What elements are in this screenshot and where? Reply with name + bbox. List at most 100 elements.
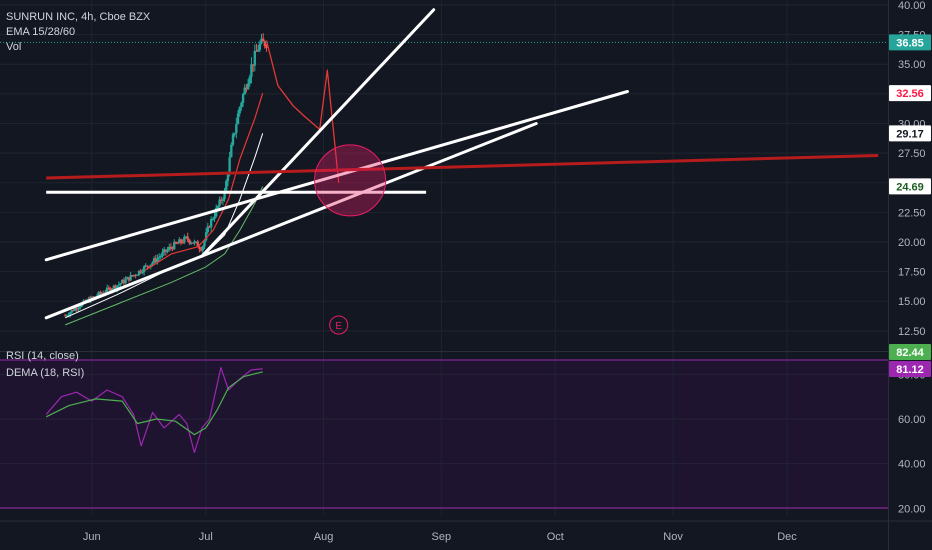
candle-body[interactable]	[164, 249, 168, 252]
rsi-legend[interactable]: RSI (14, close)	[6, 350, 83, 362]
candle-body[interactable]	[241, 94, 245, 103]
candle-body[interactable]	[124, 279, 127, 284]
candle-body[interactable]	[243, 87, 246, 95]
candle-body[interactable]	[139, 270, 142, 273]
candle-body[interactable]	[109, 288, 112, 292]
candle-body[interactable]	[115, 285, 119, 289]
candle-body[interactable]	[218, 199, 221, 207]
candle-body[interactable]	[216, 206, 220, 208]
candle-body[interactable]	[75, 308, 79, 310]
candle-body[interactable]	[221, 199, 225, 201]
candle-body[interactable]	[214, 207, 218, 217]
candle-body[interactable]	[174, 241, 178, 244]
series-ema-60[interactable]	[65, 186, 264, 326]
candle-body[interactable]	[105, 287, 109, 293]
candle-body[interactable]	[255, 50, 258, 52]
candle-body[interactable]	[142, 266, 146, 273]
candle-body[interactable]	[225, 181, 228, 191]
trendline[interactable]	[44, 121, 538, 320]
candle-body[interactable]	[72, 309, 75, 311]
candle-body[interactable]	[193, 241, 196, 244]
series-projection[interactable]	[265, 40, 340, 183]
trendline[interactable]	[200, 8, 436, 258]
series-ema-28[interactable]	[64, 133, 264, 319]
candle-body[interactable]	[97, 292, 100, 296]
candle-body[interactable]	[166, 249, 169, 252]
candle-body[interactable]	[230, 144, 233, 158]
trendline[interactable]	[44, 90, 629, 262]
candle-body[interactable]	[261, 38, 265, 42]
candle-body[interactable]	[251, 64, 255, 66]
candle-body[interactable]	[147, 266, 151, 268]
candle-body[interactable]	[74, 308, 77, 311]
candle-body[interactable]	[263, 41, 267, 47]
candle-body[interactable]	[132, 274, 136, 276]
candle-body[interactable]	[183, 236, 186, 243]
dema-legend[interactable]: DEMA (18, RSI)	[6, 367, 88, 379]
candle-body[interactable]	[121, 279, 124, 284]
candle-body[interactable]	[176, 243, 179, 245]
candle-body[interactable]	[204, 232, 208, 241]
candle-body[interactable]	[211, 218, 215, 220]
ema-legend[interactable]: EMA 15/28/60	[6, 26, 79, 38]
candle-body[interactable]	[253, 50, 256, 66]
candle-body[interactable]	[112, 285, 116, 290]
candle-body[interactable]	[240, 102, 243, 108]
candle-body[interactable]	[196, 241, 199, 248]
candle-body[interactable]	[134, 274, 137, 276]
candle-body[interactable]	[100, 293, 104, 295]
candle-body[interactable]	[245, 87, 248, 90]
volume-legend[interactable]: Vol	[6, 41, 25, 53]
candle-body[interactable]	[258, 43, 262, 50]
candle-body[interactable]	[146, 265, 149, 267]
candle-body[interactable]	[198, 247, 201, 249]
candle-body[interactable]	[67, 315, 70, 317]
symbol-title[interactable]: SUNRUN INC, 4h, Cboe BZX	[6, 11, 151, 23]
candle-body[interactable]	[209, 219, 213, 228]
candle-body[interactable]	[122, 279, 126, 284]
candle-body[interactable]	[99, 292, 102, 294]
candle-body[interactable]	[90, 297, 94, 299]
candle-body[interactable]	[265, 46, 268, 48]
candle-body[interactable]	[186, 236, 189, 240]
candle-body[interactable]	[70, 309, 74, 313]
candle-body[interactable]	[223, 190, 226, 200]
candle-body[interactable]	[226, 173, 230, 182]
candle-body[interactable]	[152, 258, 156, 263]
candle-body[interactable]	[235, 124, 238, 134]
candle-body[interactable]	[169, 246, 173, 248]
candle-body[interactable]	[238, 107, 241, 114]
candle-body[interactable]	[256, 49, 260, 52]
candle-body[interactable]	[129, 275, 132, 281]
candle-body[interactable]	[188, 239, 191, 243]
candle-body[interactable]	[117, 284, 121, 286]
candle-body[interactable]	[233, 133, 236, 135]
main-price-pane[interactable]: E	[0, 8, 888, 335]
candle-body[interactable]	[77, 307, 80, 310]
candle-body[interactable]	[157, 257, 161, 259]
candle-body[interactable]	[168, 246, 171, 250]
rsi-pane[interactable]	[0, 351, 932, 509]
candle-body[interactable]	[206, 226, 210, 233]
candle-body[interactable]	[178, 239, 181, 244]
candle-body[interactable]	[260, 38, 263, 44]
highlight-circle[interactable]	[314, 144, 387, 217]
candle-body[interactable]	[79, 306, 82, 308]
candle-body[interactable]	[92, 296, 95, 298]
candle-body[interactable]	[173, 241, 176, 250]
candle-body[interactable]	[208, 226, 211, 228]
candle-body[interactable]	[236, 113, 240, 125]
candle-body[interactable]	[131, 275, 134, 277]
candle-body[interactable]	[154, 258, 157, 262]
candle-body[interactable]	[65, 315, 69, 317]
candle-body[interactable]	[246, 83, 250, 90]
candle-body[interactable]	[250, 64, 253, 77]
candle-body[interactable]	[159, 255, 163, 258]
candle-body[interactable]	[144, 265, 147, 267]
candle-body[interactable]	[119, 283, 122, 285]
candle-body[interactable]	[141, 272, 144, 274]
candle-body[interactable]	[114, 285, 117, 289]
resistance-ray[interactable]	[46, 153, 879, 180]
candle-body[interactable]	[201, 246, 204, 251]
